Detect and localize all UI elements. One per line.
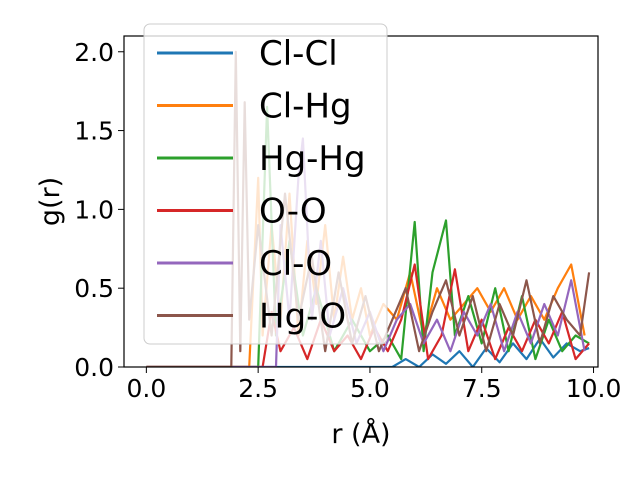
legend-label: O-O [259,192,327,232]
x-tick-label: 0.0 [126,374,166,403]
x-tick-label: 2.5 [238,374,278,403]
x-tick-label: 5.0 [350,374,390,403]
y-tick-label: 2.0 [74,38,114,67]
legend-label: Cl-O [259,244,332,284]
legend: Cl-Cl Cl-Hg Hg-Hg O-O Cl-O Hg-O [143,23,388,345]
y-tick-label: 1.0 [74,195,114,224]
y-tick-label: 1.5 [74,117,114,146]
legend-label: Cl-Cl [259,34,338,74]
y-axis-label: g(r) [35,177,66,226]
x-tick-label: 10.0 [566,374,622,403]
legend-label: Hg-Hg [259,139,366,179]
x-tick-label: 7.5 [462,374,502,403]
x-axis: 0.0 2.5 5.0 7.5 10.0 [126,367,621,403]
y-axis: 0.0 0.5 1.0 1.5 2.0 [74,38,124,382]
y-tick-label: 0.5 [74,274,114,303]
legend-label: Hg-O [259,297,346,337]
y-tick-label: 0.0 [74,353,114,382]
x-axis-label: r (Å) [331,418,390,450]
legend-label: Cl-Hg [259,87,352,127]
